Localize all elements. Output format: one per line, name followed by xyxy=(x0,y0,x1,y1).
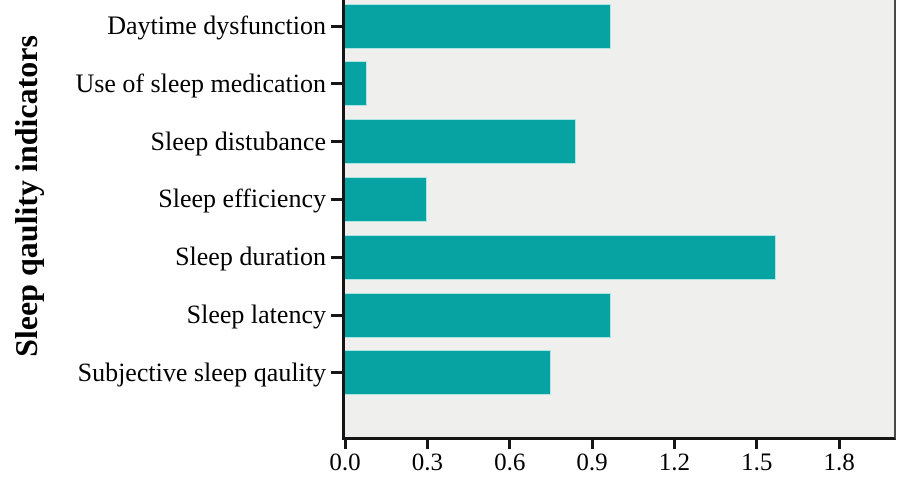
bar-sleep-latency xyxy=(345,292,612,338)
category-label-sleep-duration: Sleep duration xyxy=(175,242,326,272)
category-tick xyxy=(331,255,343,259)
bar-use-of-sleep-medication xyxy=(345,61,367,107)
bar-sleep-efficiency xyxy=(345,176,428,222)
bar-sleep-duration xyxy=(345,234,776,280)
x-tick xyxy=(343,440,347,449)
x-tick xyxy=(672,440,676,449)
category-label-sleep-efficiency: Sleep efficiency xyxy=(158,184,326,214)
x-tick-label: 1.8 xyxy=(823,449,855,476)
x-tick-label: 0.0 xyxy=(329,449,361,476)
x-tick xyxy=(508,440,512,449)
category-tick xyxy=(331,313,343,317)
category-tick xyxy=(331,371,343,375)
x-tick-label: 0.3 xyxy=(411,449,443,476)
x-tick xyxy=(425,440,429,449)
category-tick xyxy=(331,82,343,86)
category-tick xyxy=(331,197,343,201)
x-tick xyxy=(837,440,841,449)
category-tick xyxy=(331,24,343,28)
category-label-daytime-dysfunction: Daytime dysfunction xyxy=(107,11,326,40)
bar-daytime-dysfunction xyxy=(345,3,612,49)
x-tick xyxy=(590,440,594,449)
category-label-subjective-sleep-qaulity: Subjective sleep qaulity xyxy=(77,357,326,387)
x-tick-label: 1.5 xyxy=(741,449,773,476)
x-tick-label: 0.6 xyxy=(494,449,526,476)
category-label-sleep-distubance: Sleep distubance xyxy=(150,126,326,156)
bar-subjective-sleep-qaulity xyxy=(345,350,551,396)
x-tick-label: 1.2 xyxy=(658,449,691,476)
category-label-sleep-latency: Sleep latency xyxy=(186,300,326,329)
category-label-use-of-sleep-medication: Use of sleep medication xyxy=(75,68,326,98)
x-tick xyxy=(755,440,759,449)
category-tick xyxy=(331,140,343,144)
plot-area xyxy=(342,0,896,440)
x-tick-label: 0.9 xyxy=(576,449,608,476)
bar-sleep-distubance xyxy=(345,119,576,165)
